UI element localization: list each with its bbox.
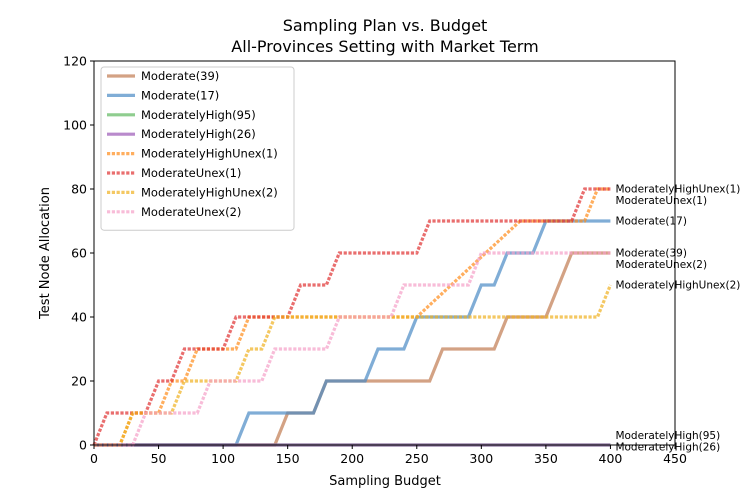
y-tick-label-5: 100 [63, 118, 87, 133]
end-label-3: ModeratelyHigh(26) [615, 442, 720, 454]
series-line-1 [94, 219, 611, 447]
x-tick-label-2: 100 [211, 451, 235, 466]
legend-label-4: ModeratelyHighUnex(1) [141, 147, 278, 161]
x-tick-label-4: 200 [340, 451, 364, 466]
series-line-7 [94, 251, 611, 447]
x-tick-label-9: 450 [663, 451, 687, 466]
x-tick-label-3: 150 [276, 451, 300, 466]
end-label-6: ModeratelyHighUnex(2) [615, 280, 740, 292]
end-label-2: ModeratelyHigh(95) [615, 430, 720, 442]
x-tick-label-1: 50 [151, 451, 167, 466]
series-line-6 [94, 284, 612, 447]
legend-label-6: ModeratelyHighUnex(2) [141, 185, 278, 199]
y-tick-label-3: 60 [71, 246, 87, 261]
end-labels: ModeratelyHighUnex(1)ModerateUnex(1) Mode… [615, 184, 740, 454]
end-label-4: ModeratelyHighUnex(1) [615, 184, 740, 196]
series-line-0 [94, 251, 611, 447]
legend-label-3: ModeratelyHigh(26) [141, 127, 256, 141]
end-label-1: Moderate(17) [615, 216, 687, 228]
end-label-0: Moderate(39) [615, 248, 687, 260]
chart-subtitle: All-Provinces Setting with Market Term [231, 37, 538, 56]
axes-layer: 0 50 100 150 200 250 300 350 400 450 0 20 40 60 80 100 1… [63, 54, 687, 467]
legend-label-5: ModerateUnex(1) [141, 166, 241, 180]
x-tick-label-6: 300 [469, 451, 493, 466]
legend-label-7: ModerateUnex(2) [141, 205, 241, 219]
y-tick-label-2: 40 [71, 310, 87, 325]
y-tick-label-1: 20 [71, 374, 87, 389]
x-tick-label-8: 400 [599, 451, 623, 466]
legend-label-2: ModeratelyHigh(95) [141, 108, 256, 122]
x-tick-label-0: 0 [90, 451, 98, 466]
end-label-5: ModerateUnex(1) [615, 195, 707, 207]
x-tick-label-5: 250 [405, 451, 429, 466]
y-tick-label-4: 80 [71, 182, 87, 197]
chart-title: Sampling Plan vs. Budget [283, 16, 488, 35]
y-axis-label: Test Node Allocation [38, 187, 53, 320]
x-tick-label-7: 350 [534, 451, 558, 466]
y-tick-label-6: 120 [63, 54, 87, 69]
legend-box [100, 66, 295, 231]
legend-label-1: Moderate(17) [141, 88, 219, 102]
y-tick-label-0: 0 [79, 438, 87, 453]
legend: Moderate(39) Moderate(17) ModeratelyHigh(9… [100, 66, 295, 231]
end-label-7: ModerateUnex(2) [615, 259, 707, 271]
x-axis-label: Sampling Budget [329, 474, 441, 489]
legend-label-0: Moderate(39) [141, 69, 219, 83]
